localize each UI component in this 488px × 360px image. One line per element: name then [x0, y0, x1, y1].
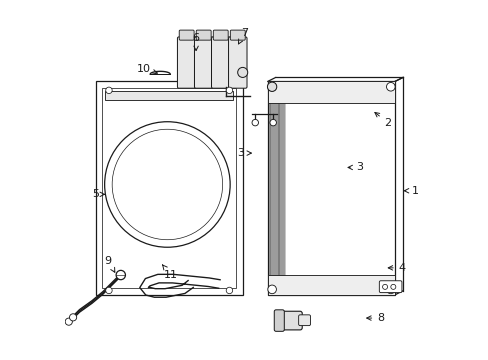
Text: 2: 2 [374, 112, 391, 128]
Text: 5: 5 [92, 189, 104, 199]
FancyBboxPatch shape [179, 30, 194, 40]
FancyBboxPatch shape [228, 37, 246, 88]
Text: 9: 9 [104, 256, 115, 272]
Circle shape [65, 318, 72, 325]
Circle shape [104, 122, 230, 247]
FancyBboxPatch shape [298, 315, 310, 325]
Text: 7: 7 [238, 28, 247, 44]
Bar [267, 275, 394, 295]
Text: 10: 10 [136, 64, 157, 74]
Circle shape [386, 285, 394, 294]
Text: 4: 4 [387, 263, 405, 273]
FancyBboxPatch shape [213, 30, 228, 40]
Circle shape [267, 82, 276, 91]
Text: 6: 6 [192, 33, 199, 50]
FancyBboxPatch shape [230, 30, 244, 40]
Circle shape [69, 314, 77, 321]
Circle shape [226, 87, 232, 94]
FancyBboxPatch shape [274, 310, 284, 331]
FancyBboxPatch shape [211, 37, 229, 88]
Circle shape [269, 120, 276, 126]
Bar [267, 81, 394, 103]
Bar [267, 81, 394, 295]
Circle shape [390, 284, 395, 289]
FancyBboxPatch shape [379, 281, 401, 293]
FancyBboxPatch shape [278, 311, 302, 330]
Text: 3: 3 [347, 162, 362, 172]
Text: 1: 1 [404, 186, 418, 196]
Circle shape [226, 287, 232, 294]
Circle shape [105, 287, 112, 294]
FancyBboxPatch shape [177, 37, 196, 88]
Circle shape [267, 82, 276, 91]
Circle shape [116, 270, 125, 280]
Circle shape [251, 120, 258, 126]
Circle shape [386, 82, 394, 91]
Bar [102, 88, 236, 288]
Bar [105, 91, 233, 100]
FancyBboxPatch shape [194, 37, 212, 88]
FancyBboxPatch shape [196, 30, 211, 40]
Circle shape [382, 284, 387, 289]
Text: 8: 8 [366, 313, 384, 323]
Circle shape [105, 87, 112, 94]
Circle shape [267, 285, 276, 294]
Text: 11: 11 [162, 265, 178, 280]
Bar [96, 81, 242, 295]
Text: 3: 3 [237, 148, 251, 158]
Circle shape [237, 67, 247, 77]
Circle shape [112, 129, 222, 240]
